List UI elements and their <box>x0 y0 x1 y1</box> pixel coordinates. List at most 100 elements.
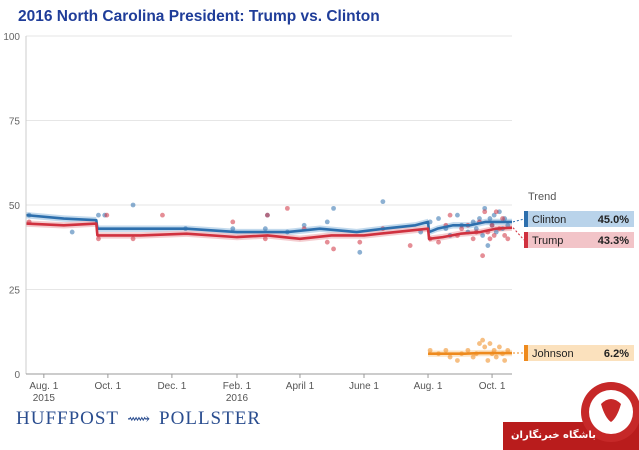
clinton-poll-point <box>301 222 307 228</box>
johnson-poll-point <box>482 344 488 350</box>
johnson-legend-value: 6.2% <box>604 348 629 360</box>
trump-poll-point <box>502 233 508 238</box>
clinton-poll-point <box>96 212 101 218</box>
trump-poll-point <box>459 226 465 232</box>
trump-band <box>26 220 512 242</box>
legend-title: Trend <box>528 191 556 203</box>
trump-legend-swatch <box>524 232 528 248</box>
x-tick-label: April 1 <box>286 381 315 392</box>
clinton-poll-point <box>487 216 493 221</box>
johnson-poll-point <box>505 347 511 353</box>
x-tick-label: Oct. 1 <box>479 381 506 392</box>
johnson-poll-point <box>477 341 482 346</box>
clinton-poll-point <box>480 233 486 238</box>
band-layer <box>26 211 512 357</box>
trump-poll-point <box>480 253 486 259</box>
clinton-poll-point <box>230 226 236 232</box>
clinton-poll-point <box>262 226 268 232</box>
johnson-legend-bg <box>524 345 634 361</box>
johnson-legend-swatch <box>524 345 528 361</box>
trump-poll-point <box>493 209 499 215</box>
grid-layer <box>26 35 512 375</box>
trump-trend-line <box>25 222 513 241</box>
trend-layer <box>25 213 513 356</box>
johnson-legend-name: Johnson <box>532 348 574 360</box>
clinton-poll-point <box>69 229 75 235</box>
johnson-poll-point <box>487 341 493 346</box>
trump-legend-connector <box>512 227 525 241</box>
legend-layer: Trend Clinton 45.0% Trump 43.3% Johnson 6.2% <box>512 191 634 361</box>
johnson-poll-point <box>427 347 433 353</box>
watermark-badge <box>503 382 639 450</box>
clinton-poll-point <box>485 243 491 248</box>
trump-poll-point <box>407 243 413 248</box>
trump-poll-point <box>357 239 363 245</box>
y-tick-label: 50 <box>9 201 21 212</box>
trump-poll-point <box>284 205 290 211</box>
johnson-poll-point <box>470 354 476 360</box>
clinton-poll-point <box>324 219 330 225</box>
y-tick-label: 75 <box>9 117 21 128</box>
clinton-poll-point <box>473 226 479 232</box>
johnson-poll-point <box>447 354 453 360</box>
y-tick-label: 0 <box>14 370 20 381</box>
johnson-trend-line <box>428 351 512 356</box>
clinton-poll-point <box>482 205 488 211</box>
trump-poll-point <box>482 209 488 215</box>
trump-poll-point <box>436 239 441 245</box>
clinton-poll-point <box>505 222 511 228</box>
brand-left: HUFFPOST <box>16 408 120 429</box>
clinton-poll-point <box>455 212 460 218</box>
trump-legend-bg <box>524 232 634 248</box>
clinton-poll-point <box>436 216 441 221</box>
johnson-poll-point <box>497 344 502 350</box>
trump-poll-point <box>331 246 336 252</box>
watermark-text: باشگاه خبرنگاران <box>511 430 596 441</box>
trump-poll-point <box>505 236 511 242</box>
pollster-swoosh-icon: ⟿ <box>127 411 152 428</box>
trump-poll-point <box>447 212 453 218</box>
johnson-poll-point <box>480 337 486 343</box>
x-tick-label: Aug. 1 <box>29 381 58 392</box>
johnson-poll-point <box>485 358 491 363</box>
clinton-legend-bg <box>524 211 634 227</box>
x-tick-label: Dec. 1 <box>157 381 186 392</box>
x-tick-label: June 1 <box>349 381 379 392</box>
x-tick-label: Aug. 1 <box>414 381 443 392</box>
trump-poll-point <box>96 236 101 242</box>
johnson-poll-point <box>493 354 499 360</box>
x-tick-label: Feb. 1 <box>223 381 252 392</box>
trump-poll-point <box>491 233 497 238</box>
trump-poll-point <box>160 212 165 218</box>
clinton-poll-point <box>130 202 136 208</box>
y-tick-label: 100 <box>3 32 20 43</box>
trump-poll-point <box>470 236 476 242</box>
trump-poll-point <box>500 216 505 221</box>
johnson-poll-point <box>443 347 449 353</box>
poll-layer <box>26 199 511 363</box>
clinton-poll-point <box>380 199 386 205</box>
johnson-poll-point <box>502 358 508 363</box>
trump-poll-point <box>262 236 268 242</box>
y-tick-label: 25 <box>9 286 21 297</box>
clinton-legend-swatch <box>524 211 528 227</box>
huffpost-pollster-logo: HUFFPOST ⟿ POLLSTER <box>16 408 261 430</box>
trump-poll-point <box>487 236 493 242</box>
clinton-poll-point <box>331 205 336 211</box>
johnson-poll-point <box>455 358 460 363</box>
trump-poll-point <box>265 212 270 218</box>
trump-legend-name: Trump <box>532 235 563 247</box>
trump-poll-point <box>489 222 495 228</box>
x-tick-sublabel: 2015 <box>33 393 56 404</box>
clinton-poll-point <box>477 216 482 221</box>
clinton-legend-connector <box>512 218 525 223</box>
x-tick-label: Oct. 1 <box>95 381 122 392</box>
clinton-poll-point <box>357 249 363 255</box>
trump-poll-point <box>230 219 236 225</box>
clinton-legend-name: Clinton <box>532 214 566 226</box>
clinton-trend-line <box>25 213 512 234</box>
brand-right: POLLSTER <box>159 408 261 429</box>
johnson-poll-point <box>465 347 471 353</box>
